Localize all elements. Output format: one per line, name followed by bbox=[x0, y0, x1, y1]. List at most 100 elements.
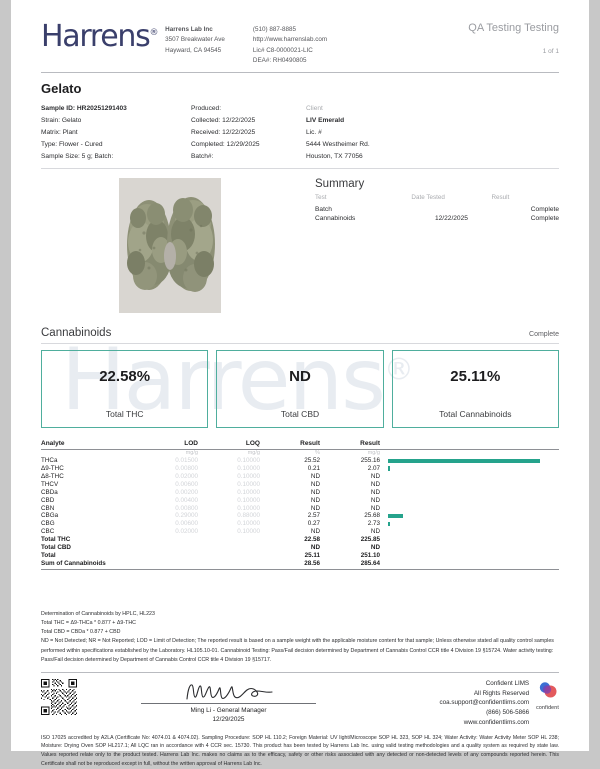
analyte-name: Total CBD bbox=[41, 543, 71, 551]
analyte-bar-cell bbox=[380, 496, 559, 504]
lab-phone: (510) 887-8885 bbox=[252, 26, 296, 33]
note-definitions: ND = Not Detected; NR = Not Reported; LO… bbox=[41, 638, 554, 663]
analyte-loq: 0.10000 bbox=[237, 496, 260, 504]
analyte-bar-cell bbox=[380, 528, 559, 536]
header-right: QA Testing Testing 1 of 1 bbox=[468, 22, 559, 55]
summary-col-result: Result bbox=[491, 194, 510, 202]
sample-title: Gelato bbox=[41, 80, 82, 96]
analyte-lod bbox=[136, 551, 198, 559]
analyte-name: Total THC bbox=[41, 536, 71, 544]
analyte-lod: 0.29000 bbox=[175, 512, 198, 520]
table-row: Total CBD ND ND bbox=[41, 544, 559, 552]
qa-title: QA Testing Testing bbox=[468, 22, 559, 34]
qr-code-icon[interactable] bbox=[41, 678, 77, 715]
analyte-result-mgg: 2.73 bbox=[367, 520, 380, 528]
summary-col-test: Test bbox=[315, 194, 327, 202]
unit-cell: % bbox=[315, 450, 320, 457]
table-row: THCa 0.01500 0.10000 25.52 255.16 bbox=[41, 457, 559, 465]
confident-phone: (866) 506-5866 bbox=[486, 709, 530, 717]
analyte-name: THCV bbox=[41, 480, 59, 488]
analyte-result-mgg: ND bbox=[370, 473, 380, 481]
analyte-bar-cell bbox=[380, 520, 559, 528]
analyte-lod: 0.02000 bbox=[175, 528, 198, 536]
analyte-lod: 0.02000 bbox=[175, 473, 198, 481]
signature-line bbox=[141, 702, 316, 704]
total-cannabinoids-card: 25.11% Total Cannabinoids bbox=[391, 350, 559, 429]
analyte-loq: 0.10000 bbox=[237, 520, 260, 528]
sample-size: Sample Size: 5 g; Batch: bbox=[41, 153, 114, 161]
confident-email[interactable]: coa.support@confidentlims.com bbox=[439, 699, 530, 707]
sample-info: Sample ID: HR20251291403 Strain: Gelato … bbox=[41, 103, 559, 164]
analyte-lod: 0.00200 bbox=[175, 488, 198, 496]
analyte-result-percent: ND bbox=[310, 480, 320, 488]
summary-table: Test Date Tested Result Batch Complete C… bbox=[315, 194, 559, 223]
analyte-loq bbox=[198, 544, 260, 552]
analyte-results-table: Analyte LOD LOQ Result Result mg/g mg/g% m… bbox=[41, 440, 559, 571]
note-total-cbd-formula: Total CBD = CBDa * 0.877 + CBD bbox=[41, 629, 121, 636]
analyte-lod bbox=[136, 536, 198, 544]
lab-website[interactable]: http://www.harrenslab.com bbox=[252, 36, 328, 44]
table-row: Total 25.11 251.10 bbox=[41, 551, 559, 559]
total-cannabinoids-value: 25.11% bbox=[450, 368, 501, 386]
analyte-loq: 0.88000 bbox=[237, 512, 260, 520]
analyte-result-mgg: 2.07 bbox=[367, 465, 380, 473]
analyte-loq bbox=[198, 536, 260, 544]
result-cards: 22.58% Total THC ND Total CBD 25.11% Tot… bbox=[41, 350, 559, 429]
analyte-result-percent: 25.52 bbox=[304, 457, 320, 465]
total-thc-value: 22.58% bbox=[99, 368, 151, 386]
analyte-result-mgg: 255.16 bbox=[360, 457, 380, 465]
table-row: CBN 0.00800 0.10000 ND ND bbox=[41, 504, 559, 512]
lab-address-block: Harrens Lab Inc 3507 Breakwater Ave Hayw… bbox=[165, 25, 225, 56]
analyte-bar-cell bbox=[380, 481, 559, 489]
cannabis-flower-photo-icon bbox=[41, 178, 299, 314]
analyte-result-mgg: ND bbox=[370, 543, 380, 551]
analyte-bar-cell bbox=[380, 551, 559, 559]
analyte-loq: 0.10000 bbox=[237, 504, 260, 512]
analyte-result-percent: ND bbox=[310, 496, 320, 504]
col-lod: LOD bbox=[184, 440, 198, 448]
analyte-bar-cell bbox=[380, 544, 559, 552]
analyte-name: CBG bbox=[41, 520, 55, 528]
lab-license: Lic# C8-0000021-LIC bbox=[252, 46, 313, 54]
page-header: Harrens® Harrens Lab Inc 3507 Breakwater… bbox=[41, 22, 559, 67]
analyte-bar bbox=[388, 513, 404, 519]
summary-test-result: Complete bbox=[530, 205, 559, 213]
analyte-name: Δ9-THC bbox=[41, 465, 64, 473]
signature-center: Ming Li - General Manager 12/29/2025 bbox=[83, 679, 374, 725]
analyte-name: CBN bbox=[41, 504, 55, 512]
summary-test-name: Batch bbox=[315, 205, 332, 213]
analyte-table-bottom-rule bbox=[41, 569, 559, 571]
client-address1: 5444 Westheimer Rd. bbox=[306, 141, 370, 149]
analyte-lod bbox=[136, 544, 198, 552]
unit-cell: mg/g bbox=[185, 450, 198, 457]
confident-wordmark: confident bbox=[536, 704, 559, 711]
analyte-result-percent: ND bbox=[310, 504, 320, 512]
sample-id-value: HR20251291403 bbox=[76, 104, 127, 112]
summary-test-date: 12/22/2025 bbox=[434, 215, 468, 222]
analyte-name: CBD bbox=[41, 496, 55, 504]
analyte-loq: 0.10000 bbox=[237, 465, 260, 473]
analyte-bar bbox=[388, 458, 541, 464]
accreditation-disclaimer: ISO 17025 accredited by A2LA (Certificat… bbox=[41, 734, 559, 768]
analyte-header-row: Analyte LOD LOQ Result Result bbox=[41, 440, 559, 450]
confident-lims-text: Confident LIMS All Rights Reserved coa.s… bbox=[439, 679, 529, 728]
confident-logo-icon bbox=[539, 682, 557, 698]
production-info-column: Produced: Collected: 12/22/2025 Received… bbox=[191, 103, 306, 164]
analyte-bar bbox=[388, 521, 391, 527]
col-result-mgg: Result bbox=[360, 440, 380, 448]
signature-block: Ming Li - General Manager 12/29/2025 Con… bbox=[41, 678, 559, 728]
client-license: Lic. # bbox=[306, 128, 322, 136]
cannabinoids-title: Cannabinoids bbox=[41, 327, 112, 340]
client-info-column: Client LIV Emerald Lic. # 5444 Westheime… bbox=[306, 103, 506, 164]
analyte-lod bbox=[136, 559, 198, 567]
page-number: 1 of 1 bbox=[542, 48, 559, 55]
analyte-loq: 0.10000 bbox=[237, 480, 260, 488]
signature-image-icon bbox=[185, 684, 273, 700]
confident-website[interactable]: www.confidentlims.com bbox=[463, 718, 530, 726]
analyte-result-mgg: ND bbox=[370, 488, 380, 496]
sample-type: Type: Flower - Cured bbox=[41, 141, 103, 149]
analyte-bar-cell bbox=[380, 488, 559, 496]
note-method: Determination of Cannabinoids by HPLC, H… bbox=[41, 611, 155, 618]
sample-matrix: Matrix: Plant bbox=[41, 128, 78, 136]
analyte-result-mgg: ND bbox=[370, 504, 380, 512]
